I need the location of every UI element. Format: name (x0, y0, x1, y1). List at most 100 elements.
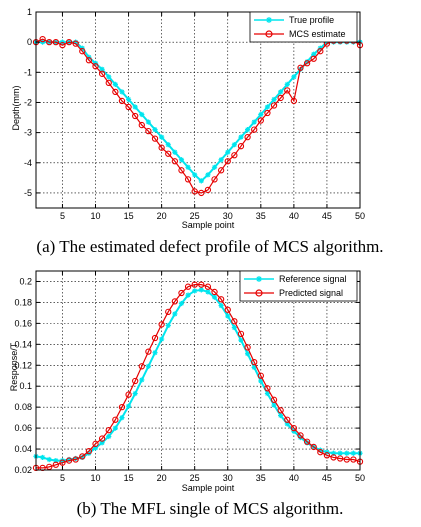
chart-b-point (258, 378, 264, 384)
circle-marker-icon (255, 289, 263, 297)
chart-a-axes: 5 10 15 20 25 30 35 40 45 50 -5 -4 -3 -2 -1 0 1 (24, 7, 365, 221)
chart-b-xtick-label: 10 (91, 473, 101, 483)
chart-b-point (98, 435, 106, 442)
chart-b-xtick-label: 50 (355, 473, 365, 483)
chart-b-point (204, 283, 212, 290)
chart-a-point (303, 60, 311, 67)
chart-a-point (59, 42, 66, 49)
chart-b-point (277, 407, 284, 414)
chart-a-point (139, 111, 145, 118)
chart-a-ylabel: Depth(mm) (11, 85, 21, 130)
chart-b-point (211, 288, 218, 296)
chart-b-point (191, 281, 198, 288)
chart-b-xtick-label: 40 (289, 473, 299, 483)
chart-a-point (158, 144, 165, 151)
chart-b-point (330, 454, 337, 461)
chart-a-point (112, 88, 119, 96)
chart-a-legend-label-mcs: MCS estimate (289, 29, 346, 39)
chart-b-point (132, 377, 139, 385)
chart-b-ytick-label: 0.2 (19, 276, 32, 286)
chart-a-point (277, 94, 284, 102)
chart-a-xtick-label: 25 (190, 211, 200, 221)
chart-b-point (278, 412, 284, 419)
chart-a-xtick-label: 20 (157, 211, 167, 221)
chart-b-point (39, 464, 46, 472)
chart-a-point (65, 39, 73, 46)
chart-b-point (172, 311, 178, 317)
chart-b-series (32, 281, 364, 472)
chart-b-point (92, 440, 99, 447)
star-marker-icon (266, 17, 272, 23)
star-marker-icon (266, 17, 272, 23)
chart-a-xtick-label: 45 (322, 211, 332, 221)
chart-a-caption: (a) The estimated defect profile of MCS … (36, 237, 383, 256)
chart-a-xtick-label: 50 (355, 211, 365, 221)
chart-b-point (198, 287, 204, 293)
chart-a-point (145, 127, 152, 135)
chart-a-legend-entry-true: True profile (254, 15, 334, 25)
chart-b-point (145, 348, 152, 355)
chart-a-point (290, 97, 298, 105)
chart-a-point (151, 135, 159, 142)
chart-a-point (284, 81, 290, 87)
chart-a-point (171, 158, 179, 165)
chart-b-ytick-label: 0.12 (14, 360, 32, 370)
chart-b-point (337, 450, 343, 456)
chart-a-ytick-label: -2 (24, 97, 32, 107)
chart-b-point (238, 337, 244, 343)
chart-b-point (159, 336, 165, 342)
chart-b-point (184, 283, 192, 290)
chart-a-point (217, 167, 225, 174)
chart-b-point (323, 452, 331, 459)
chart-a-point (257, 117, 264, 124)
chart-b-point (125, 391, 132, 398)
chart-a-ytick-label: 1 (27, 7, 32, 17)
chart-a-point (244, 133, 251, 141)
chart-a-point (118, 97, 126, 105)
chart-b-point (85, 447, 93, 455)
chart-a-ytick-label: -1 (24, 67, 32, 77)
chart-a-point (125, 103, 132, 111)
chart-b-point (119, 415, 125, 421)
chart-b-point (217, 296, 225, 303)
chart-b-point (231, 318, 238, 325)
chart-a-legend-entry-mcs: MCS estimate (254, 29, 346, 39)
chart-b-point (158, 321, 165, 328)
chart-b-point (343, 456, 350, 463)
chart-b-point (237, 330, 245, 337)
chart-b-caption: (b) The MFL single of MCS algorithm. (77, 499, 344, 518)
chart-a-point (99, 66, 105, 72)
chart-a-ytick-label: 0 (27, 37, 32, 47)
chart-b-point (79, 453, 86, 460)
chart-b-ytick-label: 0.02 (14, 465, 32, 475)
chart-b-legend: Reference signal Predicted signal (239, 270, 358, 302)
chart-b-point (350, 450, 356, 456)
chart-a-point (244, 126, 251, 133)
chart-a-point (132, 112, 139, 120)
chart-b-point (139, 377, 145, 383)
chart-b-point (106, 433, 112, 440)
chart-a-ytick-label: -3 (24, 128, 32, 138)
chart-a-xtick-label: 35 (256, 211, 266, 221)
chart-b-point (65, 457, 73, 464)
chart-a-point (184, 176, 192, 183)
chart-b-point (112, 416, 119, 423)
chart-b-point (270, 396, 278, 403)
chart-b-ytick-label: 0.16 (14, 318, 32, 328)
chart-a-point (165, 150, 172, 157)
chart-b-point (198, 281, 205, 288)
chart-b-legend-entry-predicted: Predicted signal (244, 288, 343, 298)
chart-a-point (198, 178, 204, 184)
chart-a-point (211, 164, 218, 170)
chart-b-point (225, 313, 231, 319)
chart-a-point (132, 104, 138, 110)
chart-b-point (205, 289, 211, 295)
chart-b-ytick-label: 0.18 (14, 297, 32, 307)
chart-a-point (46, 39, 53, 46)
chart-a-point (204, 186, 212, 194)
chart-a-point (98, 70, 106, 77)
chart-a-point (291, 74, 297, 80)
chart-a-point (264, 109, 271, 117)
chart-a-point (165, 142, 171, 148)
